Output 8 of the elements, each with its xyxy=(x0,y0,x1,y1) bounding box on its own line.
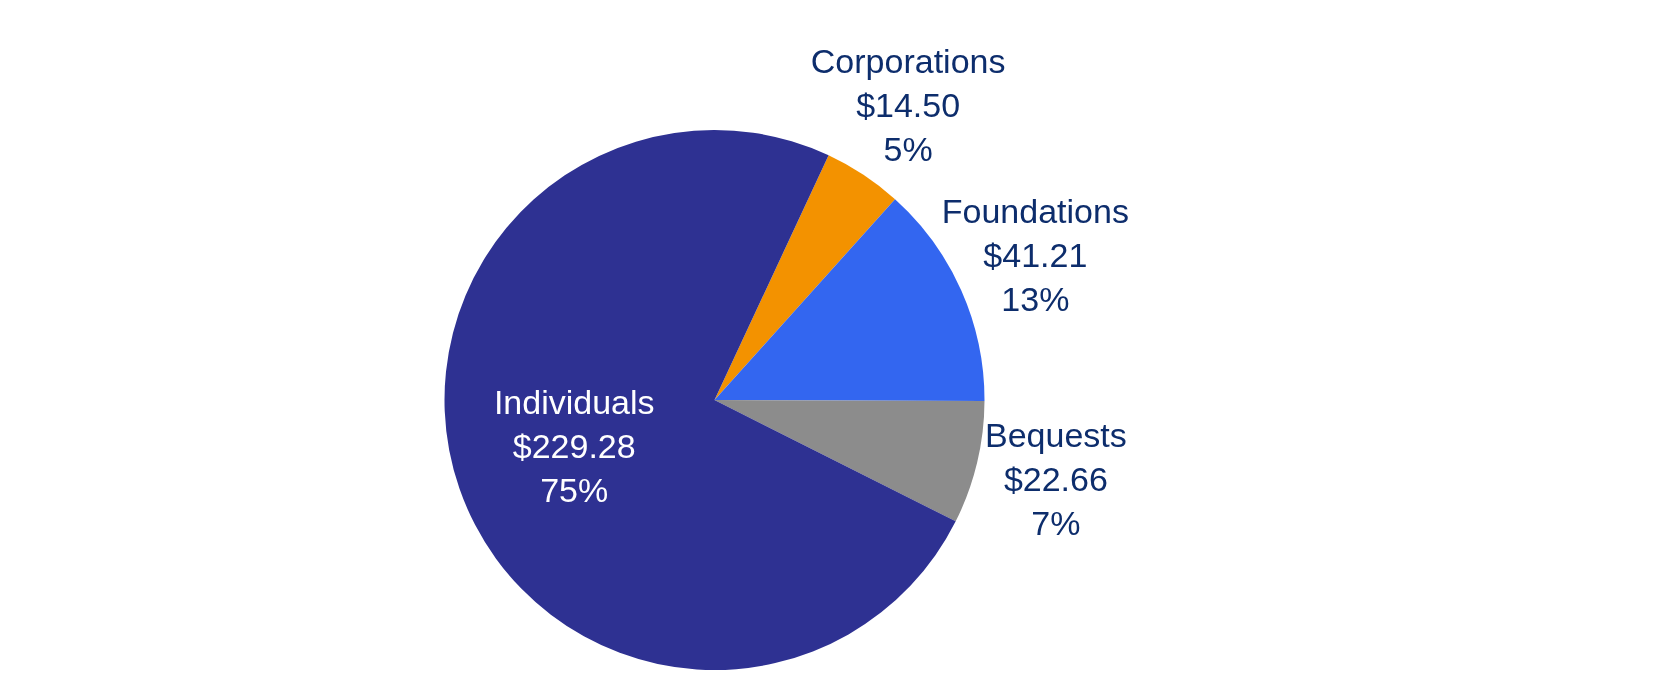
slice-label: Corporations xyxy=(810,41,1006,80)
slice-label: Foundations xyxy=(941,192,1129,231)
data-label: $14.50 5% xyxy=(856,85,961,168)
slice-label: Individuals xyxy=(493,383,655,422)
data-label: $41.21 13% xyxy=(983,236,1088,319)
slice-label: Bequests xyxy=(984,416,1127,454)
data-label: $229.28 75% xyxy=(512,427,636,510)
data-label: $22.66 7% xyxy=(1003,460,1108,542)
